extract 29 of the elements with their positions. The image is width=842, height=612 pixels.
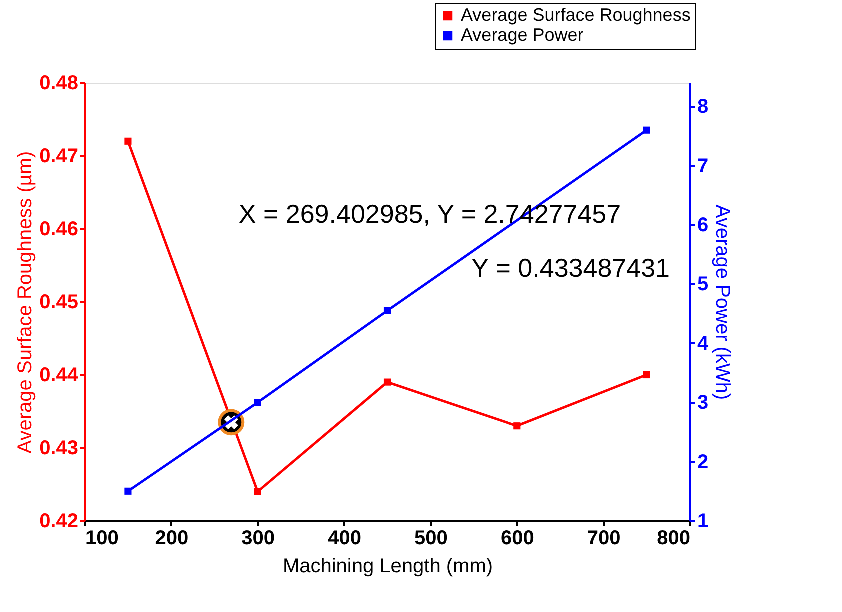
y-tick-label: 0.42 [40, 510, 78, 532]
y2-tick-label: 2 [698, 451, 709, 474]
y2-tick-label: 4 [698, 332, 710, 355]
x-tick-label: 200 [155, 528, 189, 550]
x-tick-label: 700 [587, 528, 621, 550]
y-tick-label: 0.46 [40, 218, 78, 240]
y2-tick-label: 3 [698, 392, 709, 414]
x-tick-label: 500 [414, 528, 448, 550]
y2-axis-title: Average Power (kWh) [712, 204, 734, 400]
x-tick-label: 400 [328, 528, 362, 550]
y2-tick-label: 7 [698, 155, 709, 178]
y-tick-label: 0.48 [40, 72, 78, 94]
y2-tick-label: 8 [698, 96, 709, 118]
x-tick-label: 100 [86, 528, 119, 550]
x-tick-label: 600 [500, 528, 534, 550]
legend-label: Average Surface Roughness [461, 5, 691, 25]
y-tick-label: 0.44 [40, 364, 80, 386]
y-tick-label: 0.45 [40, 292, 78, 314]
y-tick-label: 0.47 [40, 146, 78, 168]
x-tick-label: 800 [657, 528, 690, 550]
x-tick-label: 300 [242, 528, 276, 550]
y-axis-title: Average Surface Roughness (µm) [14, 151, 37, 454]
y-tick-label: 0.43 [40, 438, 78, 460]
x-axis-title: Machining Length (mm) [282, 556, 494, 578]
y2-tick-label: 1 [698, 510, 709, 532]
y2-tick-label: 6 [698, 214, 709, 237]
y2-tick-label: 5 [698, 274, 709, 296]
legend-label: Average Power [461, 25, 584, 45]
annotation: Y = 0.433487431 [472, 253, 670, 283]
